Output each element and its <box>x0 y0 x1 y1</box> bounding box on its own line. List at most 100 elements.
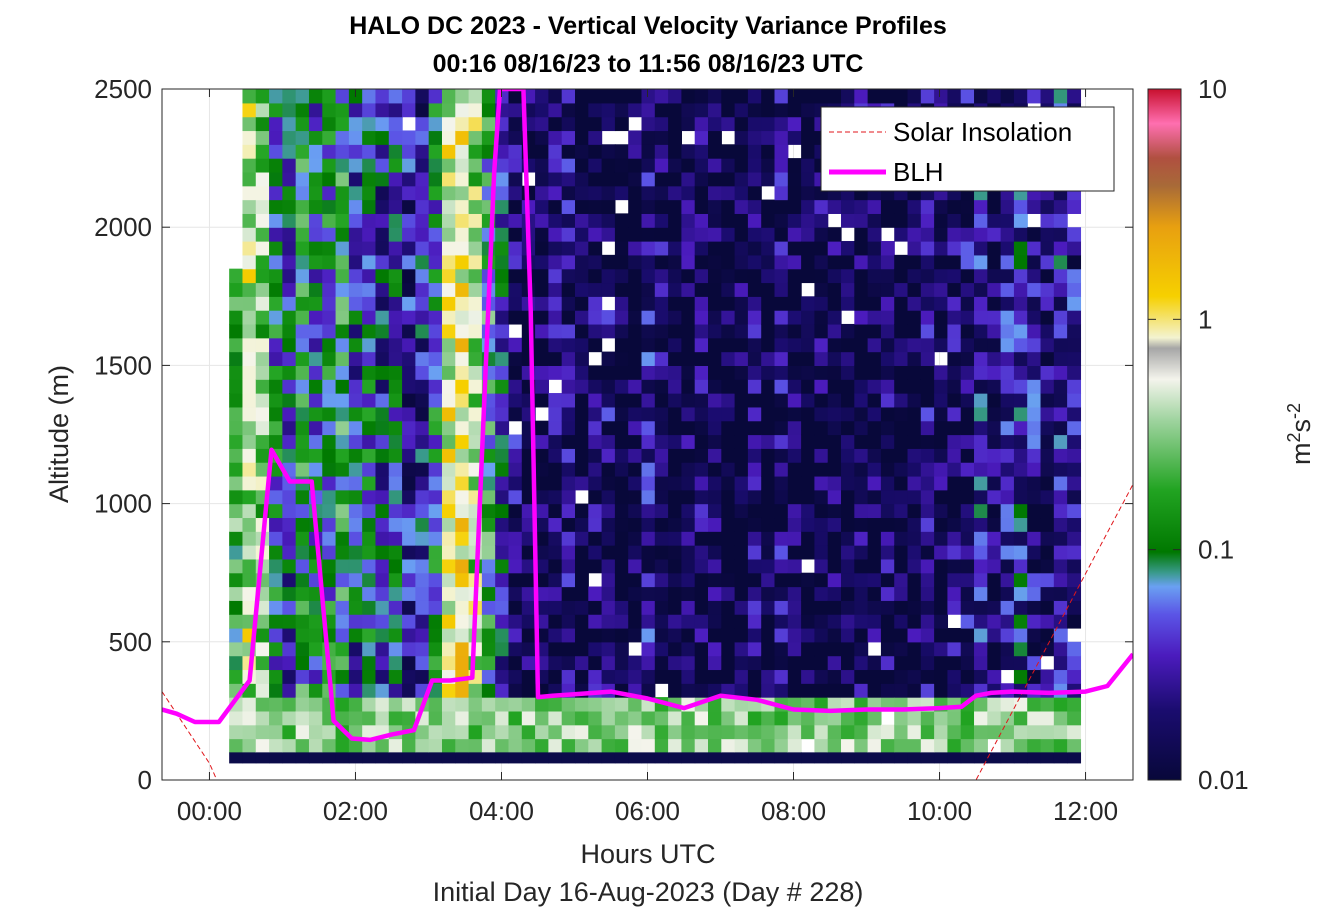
heatmap-cell <box>255 462 270 477</box>
heatmap-cell <box>402 130 416 145</box>
heatmap-cell <box>468 241 483 256</box>
heatmap-cell <box>814 669 829 684</box>
heatmap-cell <box>787 130 802 145</box>
heatmap-cell <box>841 420 855 436</box>
heatmap-cell <box>681 406 696 422</box>
heatmap-cell <box>588 489 603 505</box>
heatmap-cell <box>1013 351 1028 366</box>
heatmap-cell <box>242 337 257 353</box>
heatmap-cell <box>614 89 629 104</box>
heatmap-cell <box>495 213 510 228</box>
heatmap-cell <box>947 337 962 353</box>
heatmap-cell <box>774 199 789 214</box>
heatmap-cell <box>322 199 337 214</box>
heatmap-cell <box>827 503 842 519</box>
heatmap-cell <box>867 365 882 380</box>
heatmap-cell <box>495 365 510 380</box>
heatmap-cell <box>1000 448 1015 463</box>
heatmap-cell <box>681 116 696 132</box>
heatmap-cell <box>628 600 643 615</box>
heatmap-cell <box>375 199 390 214</box>
surface-layer-cell <box>734 752 749 764</box>
heatmap-cell <box>335 627 350 643</box>
heatmap-cell <box>747 531 762 546</box>
legend-blh-label: BLH <box>893 157 944 187</box>
heatmap-cell <box>920 448 935 463</box>
heatmap-cell <box>708 406 722 422</box>
heatmap-cell <box>308 337 323 353</box>
heatmap-cell <box>269 337 283 353</box>
heatmap-cell <box>761 420 776 436</box>
heatmap-cell <box>468 116 483 132</box>
heatmap-cell <box>495 600 510 615</box>
heatmap-cell <box>907 406 922 422</box>
heatmap-cell <box>535 116 549 132</box>
heatmap-cell <box>362 462 377 477</box>
heatmap-cell <box>827 323 842 339</box>
heatmap-cell <box>1000 517 1015 532</box>
heatmap-cell <box>242 586 257 601</box>
heatmap-cell <box>734 545 749 560</box>
heatmap-cell <box>1067 641 1082 657</box>
heatmap-cell <box>335 572 350 588</box>
heatmap-cell <box>375 600 390 615</box>
heatmap-cell <box>681 517 696 532</box>
heatmap-cell <box>654 323 669 339</box>
heatmap-cell <box>641 393 656 408</box>
heatmap-cell <box>747 489 762 505</box>
heatmap-cell <box>761 475 776 491</box>
heatmap-cell <box>801 545 816 560</box>
heatmap-cell <box>588 655 603 671</box>
heatmap-cell <box>681 586 696 601</box>
heatmap-cell <box>455 724 470 740</box>
heatmap-cell <box>614 351 629 366</box>
heatmap-cell <box>455 475 470 491</box>
heatmap-cell <box>708 572 722 588</box>
heatmap-cell <box>1067 323 1082 339</box>
heatmap-cell <box>681 268 696 284</box>
heatmap-cell <box>588 130 603 145</box>
heatmap-cell <box>1040 475 1055 491</box>
heatmap-cell <box>508 89 523 104</box>
heatmap-cell <box>415 213 430 228</box>
surface-layer-cell <box>588 752 603 764</box>
heatmap-cell <box>561 254 576 270</box>
heatmap-cell <box>348 724 363 740</box>
heatmap-cell <box>841 738 855 753</box>
heatmap-cell <box>1040 669 1055 684</box>
heatmap-cell <box>734 614 749 629</box>
heatmap-cell <box>508 669 523 684</box>
heatmap-cell <box>375 710 390 726</box>
heatmap-cell <box>894 406 909 422</box>
heatmap-cell <box>721 365 736 380</box>
heatmap-cell <box>348 614 363 629</box>
heatmap-cell <box>415 475 430 491</box>
heatmap-cell <box>814 448 829 463</box>
heatmap-cell <box>854 724 869 740</box>
heatmap-cell <box>708 448 722 463</box>
heatmap-cell <box>1013 365 1028 380</box>
heatmap-cell <box>761 171 776 187</box>
heatmap-cell <box>880 738 895 753</box>
heatmap-cell <box>508 379 523 394</box>
heatmap-cell <box>867 517 882 532</box>
heatmap-cell <box>827 448 842 463</box>
heatmap-cell <box>774 102 789 118</box>
heatmap-cell <box>282 738 297 753</box>
heatmap-cell <box>269 641 283 657</box>
heatmap-cell <box>641 89 656 104</box>
heatmap-cell <box>548 475 563 491</box>
heatmap-cell <box>1053 254 1068 270</box>
heatmap-cell <box>388 614 403 629</box>
heatmap-cell <box>1053 600 1068 615</box>
heatmap-cell <box>854 89 869 104</box>
heatmap-cell <box>229 337 244 353</box>
heatmap-cell <box>574 227 589 242</box>
heatmap-cell <box>774 641 789 657</box>
heatmap-cell <box>295 614 310 629</box>
heatmap-cell <box>362 558 377 574</box>
heatmap-cell <box>402 475 416 491</box>
heatmap-cell <box>481 448 496 463</box>
surface-layer-cell <box>574 752 589 764</box>
